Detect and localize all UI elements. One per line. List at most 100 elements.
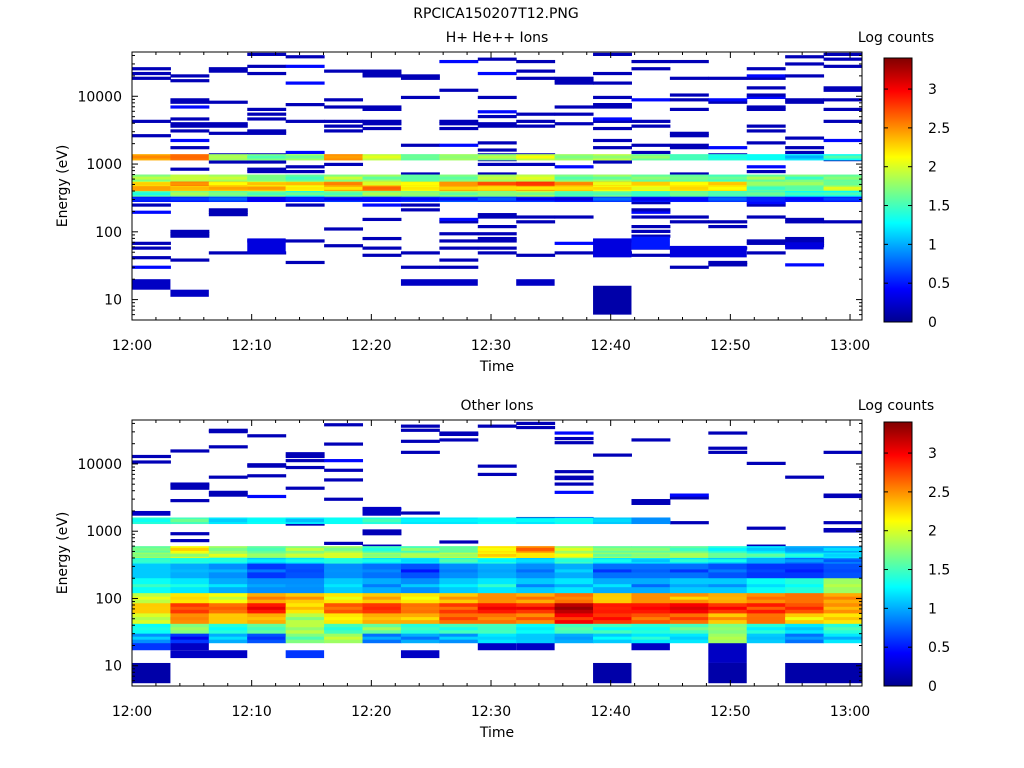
heatmap-cell — [593, 176, 632, 180]
heatmap-cell — [631, 67, 671, 71]
heatmap-cell — [631, 59, 671, 64]
x-tick-label: 12:30 — [471, 338, 511, 354]
heatmap-cell — [362, 182, 402, 186]
heatmap-cell — [362, 236, 402, 241]
heatmap-cell — [285, 559, 325, 563]
heatmap-cell — [631, 155, 671, 159]
heatmap-cell — [362, 519, 402, 523]
heatmap-cell — [554, 475, 594, 479]
heatmap-cell — [285, 55, 325, 59]
heatmap-cell — [170, 258, 210, 262]
heatmap-cell — [362, 553, 402, 557]
heatmap-cell — [170, 642, 209, 651]
x-axis-label: Time — [479, 725, 514, 741]
heatmap-cell — [631, 253, 671, 257]
heatmap-cell — [669, 172, 709, 176]
heatmap-cell — [823, 182, 862, 186]
heatmap-cell — [247, 64, 287, 68]
heatmap-cell — [823, 186, 862, 190]
heatmap-cell — [324, 155, 364, 159]
heatmap-cell — [285, 119, 325, 123]
heatmap-cell — [170, 98, 210, 102]
heatmap-cell — [785, 239, 825, 243]
heatmap-cell — [593, 617, 632, 621]
heatmap-cell — [823, 547, 862, 551]
heatmap-cell — [400, 251, 440, 255]
heatmap-cell — [593, 117, 632, 121]
heatmap-cell — [324, 162, 364, 167]
heatmap-cell — [516, 421, 556, 425]
heatmap-cell — [170, 289, 209, 297]
heatmap-cell — [708, 192, 748, 196]
heatmap-cell — [593, 182, 632, 186]
heatmap-cell — [631, 559, 671, 563]
heatmap-cell — [132, 134, 171, 138]
heatmap-cell — [554, 519, 594, 523]
heatmap-cell — [362, 119, 402, 123]
heatmap-cell — [785, 62, 825, 66]
heatmap-cell — [477, 182, 517, 186]
heatmap-cell — [785, 100, 825, 104]
heatmap-cell — [516, 197, 556, 201]
heatmap-cell — [400, 95, 440, 100]
heatmap-cell — [400, 547, 440, 551]
heatmap-cell — [285, 627, 325, 631]
heatmap-cell — [708, 559, 748, 563]
x-tick-label: 12:50 — [710, 338, 750, 354]
heatmap-cell — [746, 76, 786, 80]
heatmap-cell — [324, 478, 364, 482]
heatmap-cell — [170, 74, 210, 78]
heatmap-cell — [439, 553, 479, 557]
heatmap-cell — [247, 167, 287, 171]
heatmap-cell — [132, 553, 171, 557]
colorbar-gradient — [883, 421, 913, 687]
heatmap-cell — [593, 146, 632, 150]
heatmap-cell — [631, 596, 671, 600]
x-tick-label: 12:10 — [231, 704, 271, 720]
heatmap-cell — [247, 596, 287, 600]
heatmap-cell — [477, 519, 517, 523]
heatmap-cell — [132, 627, 171, 631]
heatmap-cell — [631, 225, 671, 229]
heatmap-cell — [746, 129, 786, 133]
heatmap-cell — [285, 650, 325, 659]
colorbar-tick-label: 3 — [928, 82, 937, 98]
heatmap-cell — [554, 584, 594, 588]
heatmap-cell — [785, 475, 825, 479]
heatmap-cell — [247, 160, 287, 164]
heatmap-cell — [554, 431, 594, 435]
heatmap-cell — [477, 155, 517, 159]
heatmap-cell — [247, 52, 287, 56]
heatmap-cell — [554, 636, 594, 640]
heatmap-cell — [170, 617, 210, 621]
heatmap-cell — [477, 606, 517, 610]
heatmap-cell — [554, 627, 594, 631]
heatmap-cell — [785, 547, 825, 551]
heatmap-cell — [132, 76, 171, 80]
heatmap-cell — [439, 239, 479, 243]
x-tick-label: 12:20 — [351, 704, 391, 720]
colorbar-tick-label: 1.5 — [928, 199, 950, 215]
heatmap-cell — [554, 81, 594, 85]
heatmap-cell — [746, 617, 786, 621]
heatmap-cell — [669, 215, 709, 219]
heatmap-cell — [439, 547, 479, 551]
heatmap-cell — [132, 155, 171, 159]
heatmap-cell — [247, 186, 287, 190]
x-tick-label: 12:00 — [112, 338, 152, 354]
heatmap-cell — [593, 559, 632, 563]
heatmap-cell — [170, 155, 210, 159]
heatmap-cell — [208, 617, 248, 621]
heatmap-cell — [324, 98, 364, 102]
heatmap-cell — [208, 176, 248, 180]
heatmap-cell — [669, 176, 709, 180]
heatmap-cell — [631, 208, 671, 212]
heatmap-cell — [554, 569, 594, 573]
heatmap-cell — [477, 642, 517, 651]
heatmap-cell — [170, 234, 210, 238]
heatmap-cell — [208, 606, 248, 610]
heatmap-cell — [746, 201, 786, 205]
heatmap-cell — [669, 220, 709, 224]
heatmap-cell — [708, 450, 748, 454]
heatmap-cell — [516, 279, 555, 286]
